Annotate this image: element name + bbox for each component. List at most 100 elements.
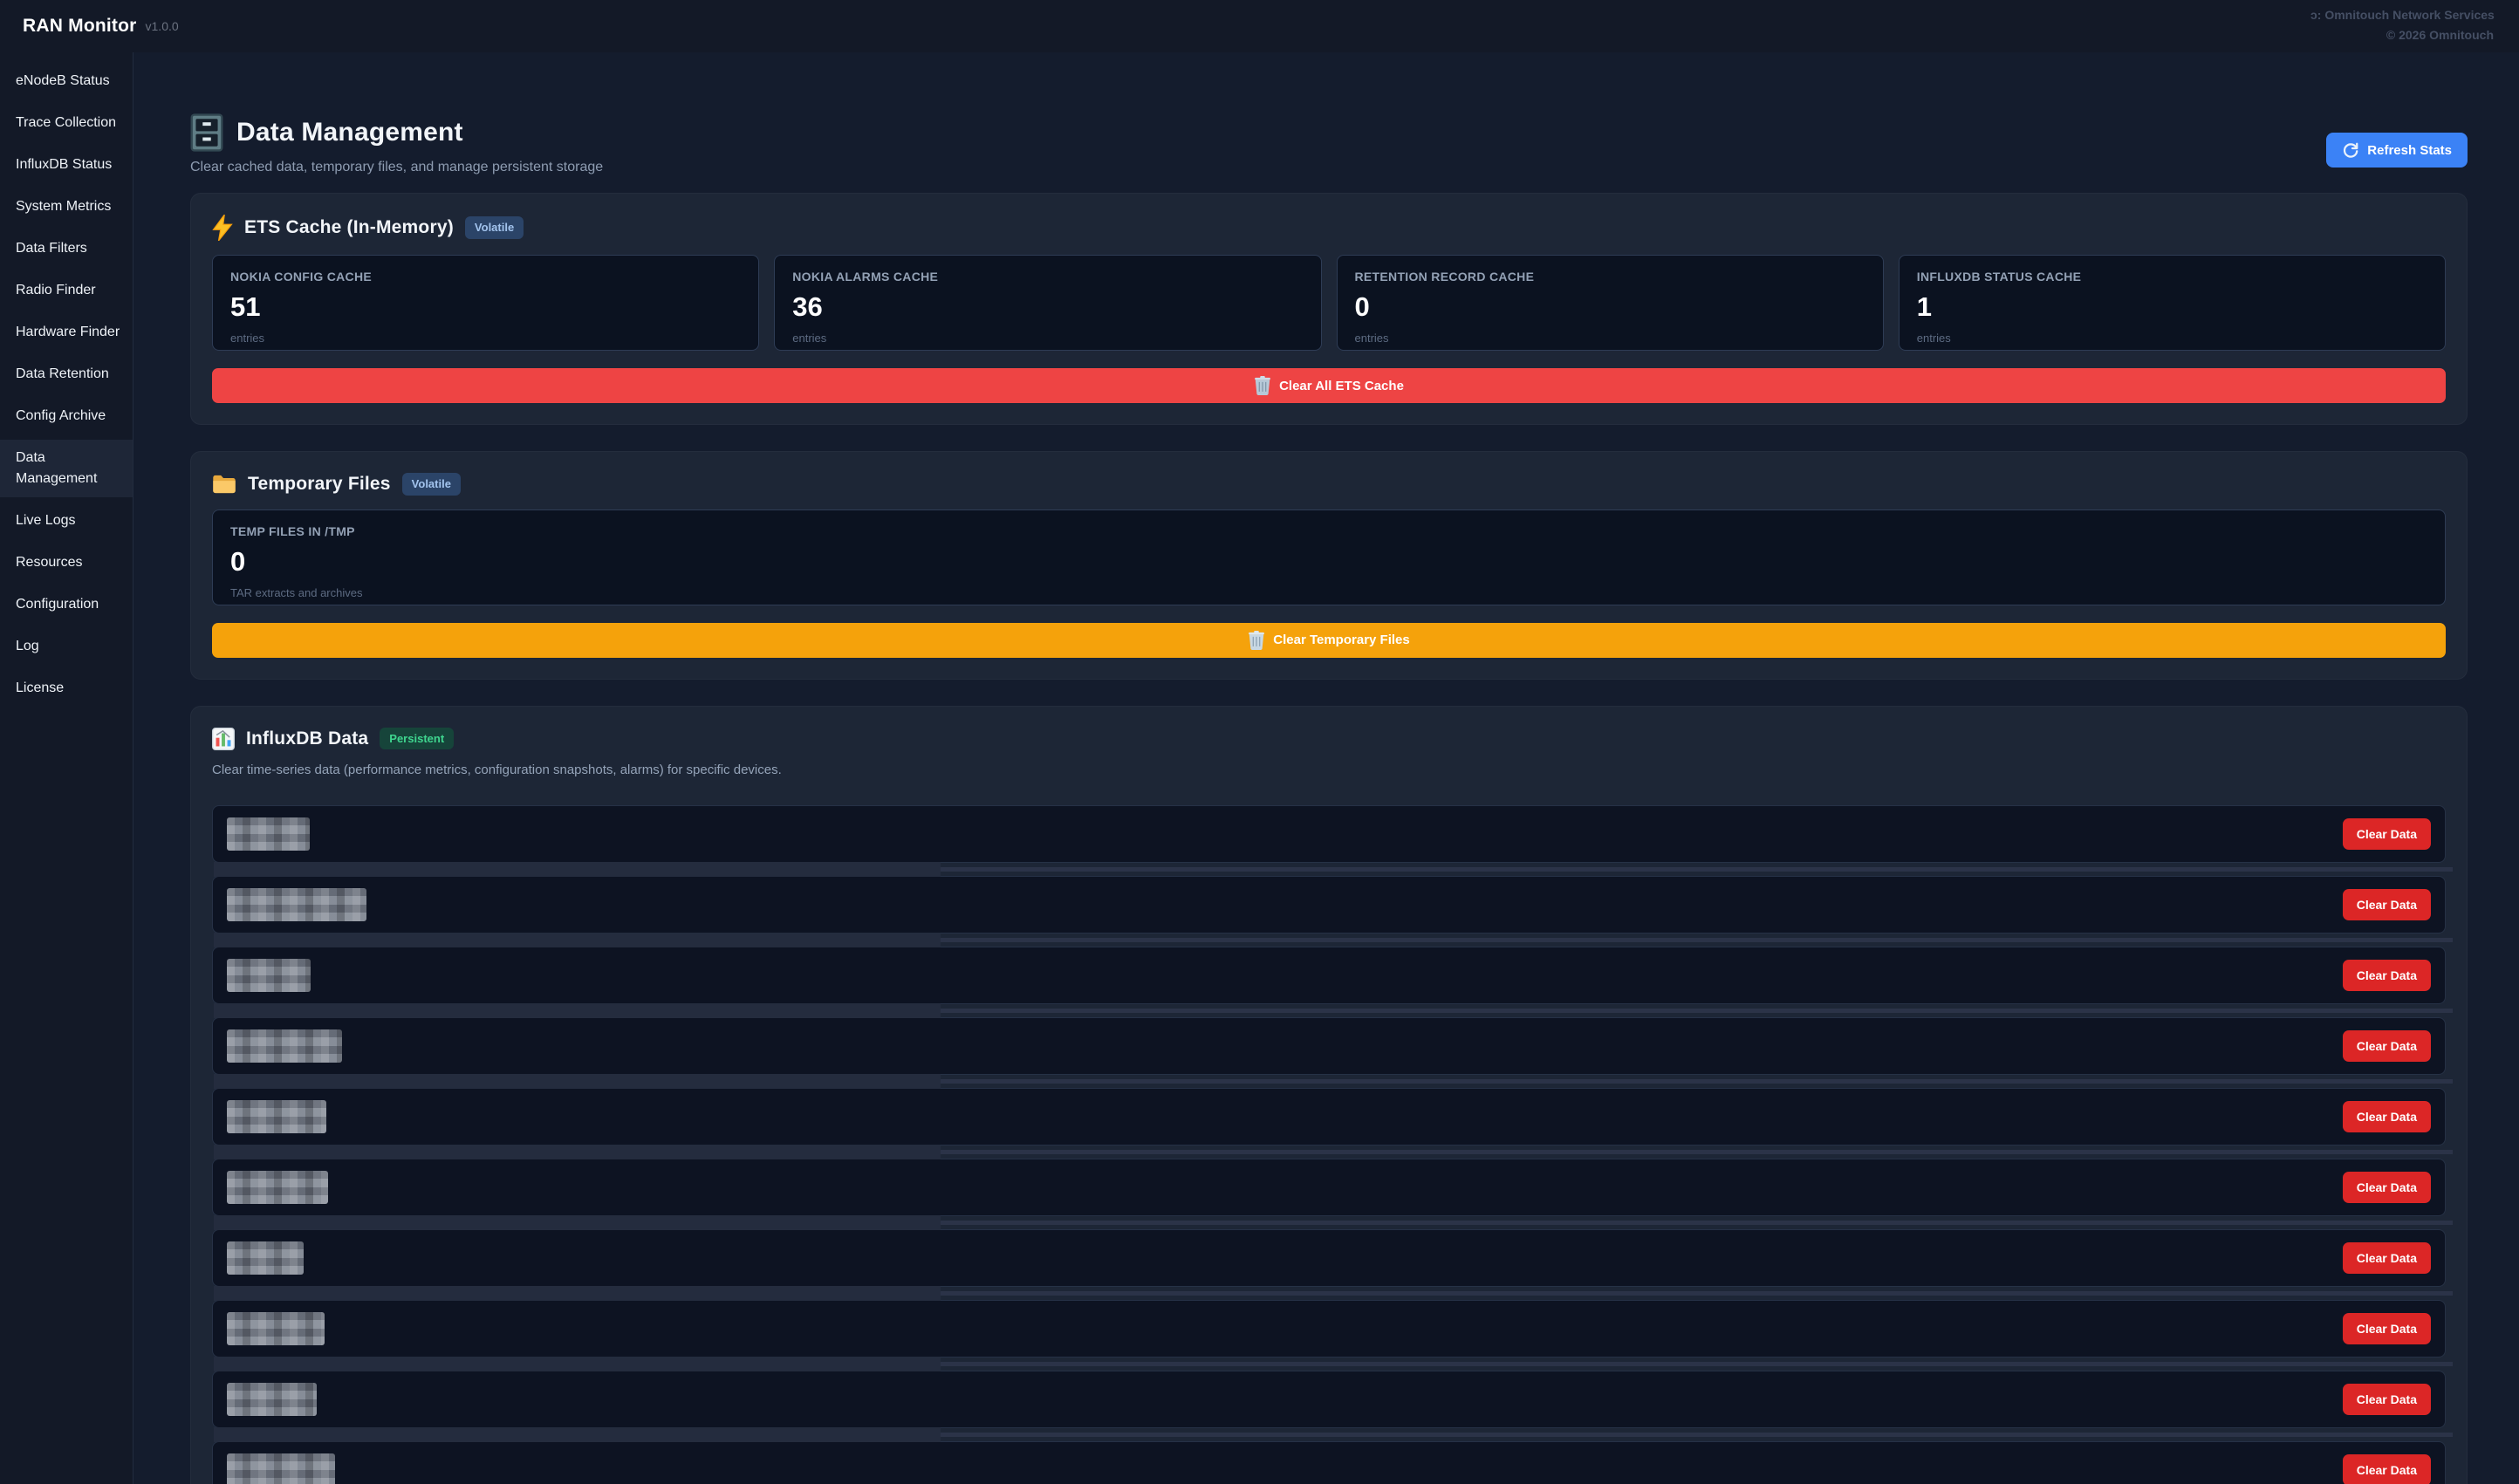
gap-divider-line — [941, 866, 2453, 872]
volatile-badge: Volatile — [464, 216, 524, 239]
row-gap — [212, 1002, 2453, 1018]
clear-data-button[interactable]: Clear Data — [2342, 817, 2431, 850]
gap-divider-line — [941, 1432, 2453, 1437]
clear-data-button[interactable]: Clear Data — [2342, 959, 2431, 991]
clear-data-button[interactable]: Clear Data — [2342, 1383, 2431, 1415]
stat-box: RETENTION RECORD CACHE 0 entries — [1336, 255, 1884, 351]
clear-data-button[interactable]: Clear Data — [2342, 1453, 2431, 1484]
device-row: Clear Data — [212, 1087, 2446, 1145]
sidebar-nav: eNodeB Status Trace Collection InfluxDB … — [0, 52, 133, 1484]
sidebar-item-hardware-finder[interactable]: Hardware Finder — [16, 325, 120, 339]
ets-cache-card: ETS Cache (In-Memory) Volatile NOKIA CON… — [190, 193, 2468, 425]
temp-files-stat-box: TEMP FILES IN /TMP 0 TAR extracts and ar… — [212, 509, 2446, 605]
gap-divider-line — [941, 1220, 2453, 1225]
redacted-device-name — [227, 1382, 317, 1416]
ets-cache-title: ETS Cache (In-Memory) — [244, 217, 454, 237]
redacted-strip — [214, 1426, 941, 1442]
redacted-strip — [214, 1144, 941, 1159]
gap-divider-line — [941, 1008, 2453, 1013]
credit-line-1: ɔ: Omnitouch Network Services — [2310, 8, 2495, 22]
lightning-icon — [212, 215, 233, 241]
device-row: Clear Data — [212, 1440, 2446, 1484]
device-row: Clear Data — [212, 1158, 2446, 1216]
row-gap — [212, 1285, 2453, 1301]
stat-box: INFLUXDB STATUS CACHE 1 entries — [1898, 255, 2446, 351]
temporary-files-title: Temporary Files — [248, 473, 391, 494]
row-gap — [212, 1073, 2453, 1089]
row-gap — [212, 1426, 2453, 1442]
sidebar-item-data-retention[interactable]: Data Retention — [16, 366, 109, 381]
file-cabinet-icon — [190, 113, 223, 152]
device-row: Clear Data — [212, 875, 2446, 933]
redacted-strip — [214, 861, 941, 877]
refresh-icon — [2342, 141, 2359, 159]
trash-icon — [1254, 376, 1271, 395]
sidebar-item-log[interactable]: Log — [16, 639, 39, 653]
sidebar-item-resources[interactable]: Resources — [16, 555, 83, 570]
main-content: Data Management Clear cached data, tempo… — [133, 52, 2519, 1484]
clear-data-button[interactable]: Clear Data — [2342, 888, 2431, 920]
page-header: Data Management Clear cached data, tempo… — [190, 113, 2468, 175]
clear-all-ets-cache-button[interactable]: Clear All ETS Cache — [212, 368, 2446, 403]
clear-data-button[interactable]: Clear Data — [2342, 1100, 2431, 1132]
sidebar-item-license[interactable]: License — [16, 680, 65, 695]
device-row: Clear Data — [212, 1370, 2446, 1428]
redacted-device-name — [227, 1241, 304, 1275]
clear-temporary-files-button[interactable]: Clear Temporary Files — [212, 622, 2446, 658]
gap-divider-line — [941, 1290, 2453, 1296]
trash-icon — [1248, 630, 1265, 650]
redacted-device-name — [227, 1099, 326, 1133]
sidebar-item-configuration[interactable]: Configuration — [16, 597, 99, 612]
redacted-strip — [214, 1356, 941, 1371]
influxdb-data-card: InfluxDB Data Persistent Clear time-seri… — [190, 705, 2468, 1484]
device-row: Clear Data — [212, 804, 2446, 863]
redacted-device-name — [227, 817, 310, 851]
stat-box: NOKIA CONFIG CACHE 51 entries — [212, 255, 760, 351]
influxdb-description: Clear time-series data (performance metr… — [212, 762, 782, 777]
clear-data-button[interactable]: Clear Data — [2342, 1029, 2431, 1062]
sidebar-item-influxdb-status[interactable]: InfluxDB Status — [16, 157, 113, 172]
sidebar-item-data-management[interactable]: Data Management — [0, 440, 133, 497]
app-title: RAN Monitor — [23, 16, 137, 36]
sidebar-item-system-metrics[interactable]: System Metrics — [16, 199, 112, 214]
device-row: Clear Data — [212, 1299, 2446, 1357]
clear-data-button[interactable]: Clear Data — [2342, 1312, 2431, 1344]
row-gap — [212, 1144, 2453, 1159]
sidebar-item-config-archive[interactable]: Config Archive — [16, 408, 106, 423]
clear-data-button[interactable]: Clear Data — [2342, 1171, 2431, 1203]
redacted-strip — [214, 1214, 941, 1230]
redacted-device-name — [227, 1170, 328, 1204]
gap-divider-line — [941, 1361, 2453, 1366]
redacted-strip — [214, 1073, 941, 1089]
topbar: RAN Monitor v1.0.0 ɔ: Omnitouch Network … — [0, 0, 2519, 52]
redacted-strip — [214, 1285, 941, 1301]
app-version: v1.0.0 — [145, 19, 179, 33]
row-gap — [212, 1356, 2453, 1371]
redacted-strip — [214, 932, 941, 947]
redacted-device-name — [227, 1311, 325, 1345]
refresh-stats-button[interactable]: Refresh Stats — [2326, 133, 2468, 168]
temporary-files-card: Temporary Files Volatile TEMP FILES IN /… — [190, 451, 2468, 680]
stat-box: NOKIA ALARMS CACHE 36 entries — [774, 255, 1322, 351]
persistent-badge: Persistent — [380, 727, 455, 750]
device-row: Clear Data — [212, 1228, 2446, 1287]
device-row: Clear Data — [212, 1016, 2446, 1075]
row-gap — [212, 932, 2453, 947]
redacted-device-name — [227, 1029, 342, 1063]
device-rows: Clear Data Clear Data Clear — [212, 804, 2453, 1484]
clear-data-button[interactable]: Clear Data — [2342, 1241, 2431, 1274]
credit-line-2: © 2026 Omnitouch — [2386, 28, 2494, 42]
page-title: Data Management — [236, 118, 463, 147]
device-row: Clear Data — [212, 946, 2446, 1004]
row-gap — [212, 861, 2453, 877]
gap-divider-line — [941, 1149, 2453, 1154]
sidebar-item-radio-finder[interactable]: Radio Finder — [16, 283, 96, 297]
sidebar-item-trace-collection[interactable]: Trace Collection — [16, 115, 117, 130]
volatile-badge: Volatile — [401, 473, 461, 496]
gap-divider-line — [941, 937, 2453, 942]
redacted-device-name — [227, 1453, 335, 1484]
sidebar-item-enodeb-status[interactable]: eNodeB Status — [16, 73, 110, 88]
sidebar-item-data-filters[interactable]: Data Filters — [16, 241, 87, 256]
redacted-device-name — [227, 958, 311, 992]
sidebar-item-live-logs[interactable]: Live Logs — [16, 513, 76, 528]
